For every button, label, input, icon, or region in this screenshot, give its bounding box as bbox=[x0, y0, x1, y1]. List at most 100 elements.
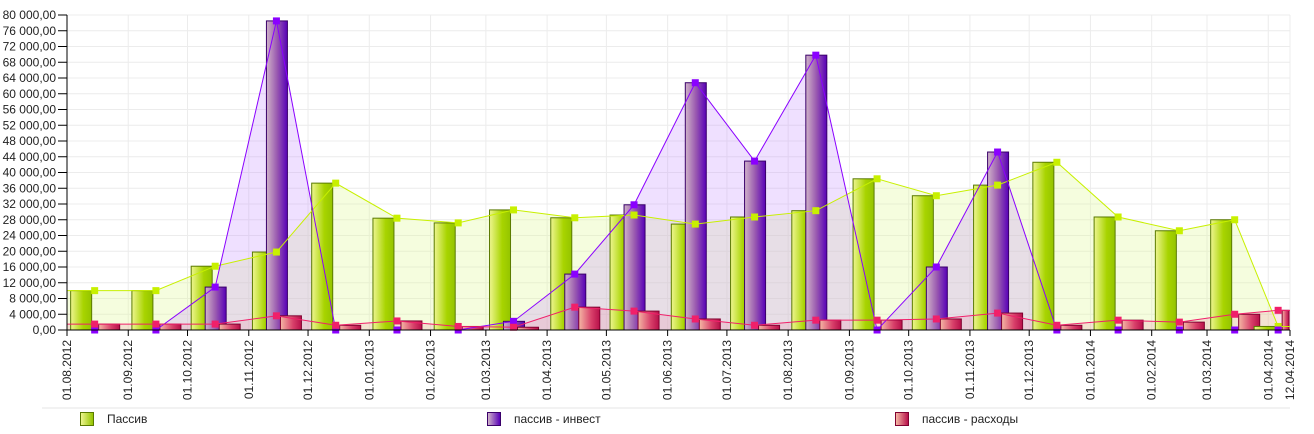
x-tick-label: 01.07.2013 bbox=[720, 340, 734, 400]
x-tick-label: 01.11.2012 bbox=[242, 340, 256, 399]
bar bbox=[1154, 230, 1177, 331]
bar bbox=[265, 20, 288, 331]
data-point bbox=[812, 51, 820, 59]
x-tick-label: 01.04.2014 bbox=[1261, 340, 1275, 400]
data-point bbox=[272, 312, 280, 320]
bar bbox=[311, 182, 334, 331]
data-point bbox=[510, 206, 518, 214]
x-tick-label: 01.03.2014 bbox=[1200, 340, 1214, 400]
data-point bbox=[812, 316, 820, 324]
bar bbox=[1121, 319, 1144, 331]
data-point bbox=[1175, 227, 1183, 235]
data-point bbox=[571, 303, 579, 311]
data-point bbox=[211, 320, 219, 328]
y-tick-label: 28 000,00 bbox=[3, 213, 57, 227]
y-tick-label: 8 000,00 bbox=[9, 292, 56, 306]
data-point bbox=[1053, 158, 1061, 166]
bar bbox=[744, 160, 767, 331]
data-point bbox=[873, 316, 881, 324]
data-point bbox=[152, 287, 160, 295]
x-tick-label: 01.03.2013 bbox=[479, 340, 493, 400]
bar bbox=[758, 324, 781, 331]
y-tick-label: 60 000,00 bbox=[3, 87, 57, 101]
x-tick-label: 01.08.2012 bbox=[60, 340, 74, 400]
data-point bbox=[994, 309, 1002, 317]
bar bbox=[489, 209, 512, 331]
bar bbox=[372, 217, 395, 331]
data-point bbox=[873, 175, 881, 183]
bar bbox=[1182, 321, 1205, 331]
bar bbox=[939, 318, 962, 331]
y-tick-label: 32 000,00 bbox=[3, 197, 57, 211]
legend-swatch bbox=[80, 412, 94, 426]
bar bbox=[339, 324, 362, 331]
legend-item-passiv[interactable]: Пассив bbox=[80, 412, 147, 426]
bar bbox=[1210, 219, 1233, 331]
x-tick-label: 01.02.2014 bbox=[1145, 340, 1159, 400]
data-point bbox=[211, 262, 219, 270]
bar bbox=[1060, 324, 1083, 331]
bar bbox=[433, 222, 456, 331]
x-tick-label: 01.12.2012 bbox=[301, 340, 315, 400]
bar bbox=[880, 319, 903, 331]
data-point bbox=[272, 248, 280, 256]
data-point bbox=[1274, 322, 1282, 330]
bar bbox=[578, 306, 601, 331]
data-point bbox=[630, 307, 638, 315]
data-point bbox=[932, 192, 940, 200]
legend-item-invest[interactable]: пассив - инвест bbox=[487, 412, 601, 426]
data-point bbox=[91, 320, 99, 328]
data-point bbox=[272, 17, 280, 25]
x-tick-label: 01.10.2013 bbox=[902, 340, 916, 400]
legend-swatch bbox=[487, 412, 501, 426]
data-point bbox=[994, 181, 1002, 189]
bar bbox=[805, 54, 828, 331]
y-tick-label: 48 000,00 bbox=[3, 134, 57, 148]
data-point bbox=[751, 157, 759, 165]
bar bbox=[852, 178, 875, 331]
data-point bbox=[152, 320, 160, 328]
legend-label: пассив - инвест bbox=[514, 412, 601, 426]
bar bbox=[987, 151, 1010, 331]
x-tick-label: 01.09.2013 bbox=[842, 340, 856, 400]
data-point bbox=[1114, 213, 1122, 221]
y-tick-label: 40 000,00 bbox=[3, 166, 57, 180]
data-point bbox=[211, 283, 219, 291]
data-point bbox=[1231, 216, 1239, 224]
x-tick-label: 01.12.2013 bbox=[1022, 340, 1036, 400]
data-point bbox=[332, 179, 340, 187]
data-point bbox=[751, 213, 759, 221]
data-point bbox=[691, 220, 699, 228]
data-point bbox=[1175, 318, 1183, 326]
data-point bbox=[571, 270, 579, 278]
y-tick-label: 12 000,00 bbox=[3, 276, 57, 290]
legend-item-expenses[interactable]: пассив - расходы bbox=[895, 412, 1018, 426]
data-point bbox=[571, 214, 579, 222]
x-tick-label: 01.04.2013 bbox=[540, 340, 554, 400]
x-axis-ticks: 01.08.2012 01.09.2012 01.10.2012 01.11.2012… bbox=[60, 330, 1297, 400]
data-point bbox=[932, 263, 940, 271]
data-point bbox=[393, 317, 401, 325]
data-point bbox=[510, 317, 518, 325]
y-tick-label: 24 000,00 bbox=[3, 229, 57, 243]
data-point bbox=[510, 323, 518, 331]
x-tick-label: 01.01.2014 bbox=[1083, 340, 1097, 400]
y-tick-label: 44 000,00 bbox=[3, 150, 57, 164]
data-point bbox=[91, 287, 99, 295]
data-point bbox=[1274, 306, 1282, 314]
x-tick-label: 12.04.2014 bbox=[1283, 340, 1297, 400]
bar bbox=[684, 82, 707, 331]
legend-swatch bbox=[895, 412, 909, 426]
y-tick-label: 52 000,00 bbox=[3, 118, 57, 132]
y-tick-label: 56 000,00 bbox=[3, 103, 57, 117]
data-point bbox=[1114, 316, 1122, 324]
y-tick-label: 4 000,00 bbox=[9, 307, 56, 321]
y-tick-label: 0,00 bbox=[33, 323, 57, 337]
x-tick-label: 01.02.2013 bbox=[424, 340, 438, 400]
x-tick-label: 01.09.2012 bbox=[121, 340, 135, 400]
x-tick-label: 01.06.2013 bbox=[661, 340, 675, 400]
x-tick-label: 01.11.2013 bbox=[963, 340, 977, 399]
data-point bbox=[454, 322, 462, 330]
